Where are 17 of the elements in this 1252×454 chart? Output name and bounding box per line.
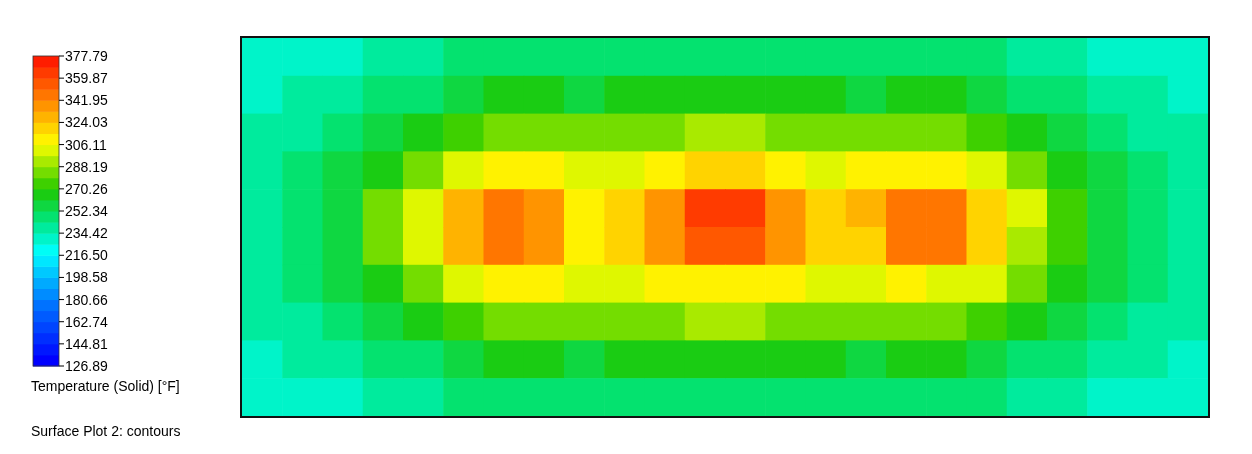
color-bar-label: 180.66	[65, 291, 109, 308]
color-bar-label: 288.19	[65, 158, 109, 175]
color-bar-label: 162.74	[65, 313, 109, 330]
color-bar-label: 359.87	[65, 70, 109, 87]
color-bar-label: 341.95	[65, 92, 109, 109]
color-bar-title: Temperature (Solid) [°F]	[31, 378, 180, 394]
color-bar-label: 252.34	[65, 203, 109, 219]
color-bar-label: 198.58	[65, 269, 109, 286]
color-bar-label: 144.81	[65, 335, 109, 352]
color-bar-label: 126.89	[65, 358, 109, 374]
color-bar-label: 377.79	[65, 48, 109, 64]
color-bar-label: 216.50	[65, 247, 109, 264]
color-bar-label: 234.42	[65, 225, 109, 242]
color-bar-label: 306.11	[65, 136, 107, 153]
text: Surface Plot 2: contours	[31, 423, 181, 439]
color-bar-label: 324.03	[65, 114, 109, 131]
color-bar-label: 270.26	[65, 180, 109, 197]
